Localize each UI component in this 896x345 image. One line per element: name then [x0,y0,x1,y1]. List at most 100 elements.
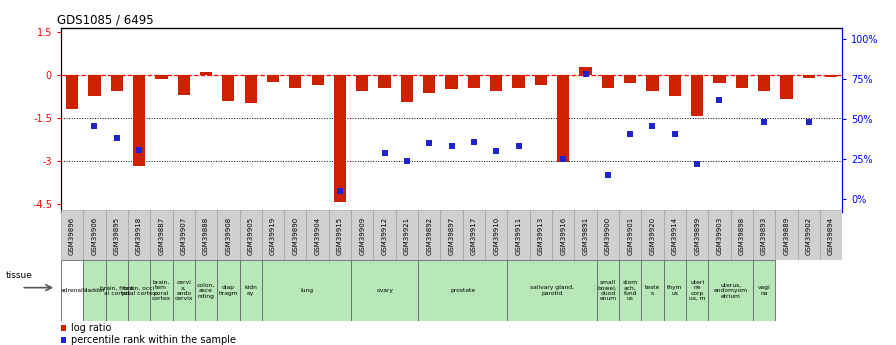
Text: brain, front
al cortex: brain, front al cortex [100,285,134,296]
Text: GSM39902: GSM39902 [806,216,812,255]
Bar [351,260,418,321]
Bar [780,75,793,99]
Text: vagi
na: vagi na [758,285,771,296]
Bar [106,260,128,321]
Bar [418,210,441,260]
Text: brain,
tem
poral
cortex: brain, tem poral cortex [151,280,171,301]
Bar [396,210,418,260]
Text: prostate: prostate [450,288,475,293]
Text: GSM39888: GSM39888 [203,216,209,255]
Text: stom
ach,
fund
us: stom ach, fund us [623,280,638,301]
Text: GSM39891: GSM39891 [582,216,589,255]
Bar [597,260,619,321]
Text: GSM39907: GSM39907 [181,216,186,255]
Bar [239,210,262,260]
Bar [485,210,507,260]
Bar [753,260,775,321]
Text: GSM39921: GSM39921 [404,216,410,255]
Text: GSM39893: GSM39893 [761,216,767,255]
Text: GSM39892: GSM39892 [426,216,432,255]
Text: kidn
ey: kidn ey [245,285,257,296]
Bar [624,75,636,83]
Bar [106,210,128,260]
Bar [668,75,681,96]
Bar [177,75,190,95]
Text: GSM39889: GSM39889 [783,216,789,255]
Text: GSM39915: GSM39915 [337,216,343,255]
Text: lung: lung [300,288,313,293]
Bar [312,75,323,85]
Text: GSM39920: GSM39920 [650,216,656,255]
Text: GSM39919: GSM39919 [270,216,276,255]
Text: GDS1085 / 6495: GDS1085 / 6495 [57,13,153,27]
Bar [83,260,106,321]
Bar [574,210,597,260]
Text: GSM39912: GSM39912 [382,216,388,255]
Bar [329,210,351,260]
Bar [217,260,239,321]
Bar [356,75,368,90]
Bar [284,210,306,260]
Bar [267,75,280,82]
Bar [133,75,145,166]
Text: GSM39909: GSM39909 [359,216,366,255]
Bar [530,210,552,260]
Bar [194,210,217,260]
Text: GSM39887: GSM39887 [159,216,164,255]
Bar [758,75,771,90]
Bar [602,75,614,88]
Text: GSM39890: GSM39890 [292,216,298,255]
Bar [334,75,346,202]
Text: GSM39905: GSM39905 [247,216,254,255]
Text: adrenal: adrenal [61,288,83,293]
Bar [736,75,748,88]
Bar [797,210,820,260]
Text: GSM39895: GSM39895 [114,216,120,255]
Bar [262,210,284,260]
Bar [378,75,391,88]
Text: diap
hragm: diap hragm [219,285,238,296]
Bar [374,210,396,260]
Text: brain, occi
pital cortex: brain, occi pital cortex [122,285,156,296]
Bar [418,260,507,321]
Bar [580,67,591,75]
Bar [619,210,642,260]
Text: GSM39916: GSM39916 [560,216,566,255]
Text: GSM39904: GSM39904 [314,216,321,255]
Text: GSM39896: GSM39896 [69,216,75,255]
Text: GSM39899: GSM39899 [694,216,700,255]
Bar [128,210,151,260]
Bar [552,210,574,260]
Text: GSM39910: GSM39910 [493,216,499,255]
Bar [597,210,619,260]
Bar [200,72,212,75]
Bar [306,210,329,260]
Bar [128,260,151,321]
Text: GSM39914: GSM39914 [672,216,677,255]
Bar [173,210,194,260]
Bar [709,260,753,321]
Text: uterus,
endomyom
etrium: uterus, endomyom etrium [713,283,747,298]
Bar [66,75,78,109]
Bar [691,75,703,116]
Text: GSM39903: GSM39903 [717,216,722,255]
Bar [462,210,485,260]
Bar [619,260,642,321]
Bar [441,210,462,260]
Bar [83,210,106,260]
Bar [825,75,837,77]
Bar [61,260,83,321]
Bar [89,75,100,96]
Text: salivary gland,
parotid: salivary gland, parotid [530,285,574,296]
Text: GSM39906: GSM39906 [91,216,98,255]
Bar [289,75,301,88]
Bar [535,75,547,85]
Bar [642,260,664,321]
Text: GSM39900: GSM39900 [605,216,611,255]
Bar [151,260,173,321]
Bar [646,75,659,90]
Bar [351,210,374,260]
Text: GSM39918: GSM39918 [136,216,142,255]
Bar [557,75,569,162]
Bar [686,210,709,260]
